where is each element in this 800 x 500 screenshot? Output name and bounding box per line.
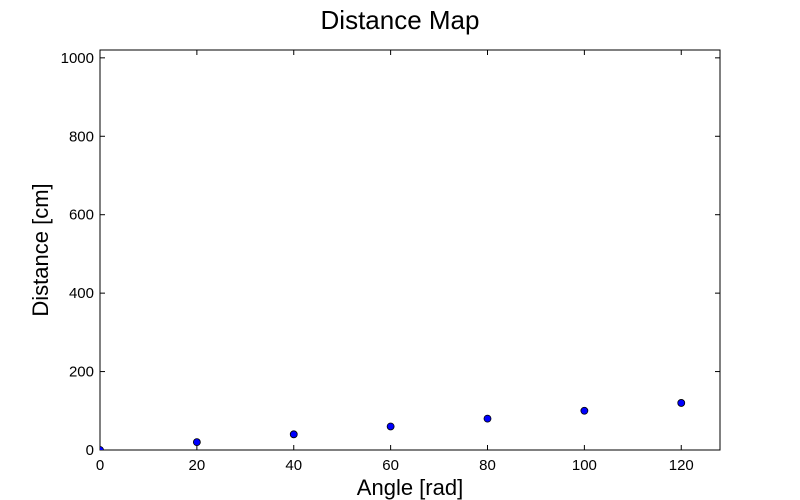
data-point <box>100 446 104 450</box>
axis-ticks: 0 20 40 60 80 100 120 0 200 400 600 800 1000 <box>61 50 720 474</box>
x-tick-label: 60 <box>382 457 399 474</box>
x-axis-label: Angle [rad] <box>357 475 463 500</box>
y-tick-label: 0 <box>86 442 94 459</box>
data-point <box>289 430 298 439</box>
x-tick-label: 40 <box>285 457 302 474</box>
data-point <box>386 422 395 431</box>
x-tick-label: 0 <box>96 457 104 474</box>
y-tick-label: 600 <box>69 207 94 224</box>
chart-title: Distance Map <box>321 5 480 35</box>
x-tick-label: 100 <box>572 457 597 474</box>
data-point <box>192 438 201 447</box>
y-tick-label: 200 <box>69 364 94 381</box>
data-point <box>677 399 686 407</box>
y-tick-label: 400 <box>69 285 94 302</box>
x-tick-label: 80 <box>479 457 496 474</box>
y-axis-label: Distance [cm] <box>28 183 53 316</box>
data-points <box>100 399 686 450</box>
data-point <box>483 414 492 423</box>
plot-area <box>99 49 721 451</box>
y-tick-label: 1000 <box>61 50 94 67</box>
y-tick-label: 800 <box>69 128 94 145</box>
x-tick-label: 120 <box>669 457 694 474</box>
x-tick-label: 20 <box>189 457 206 474</box>
data-point <box>580 406 589 415</box>
